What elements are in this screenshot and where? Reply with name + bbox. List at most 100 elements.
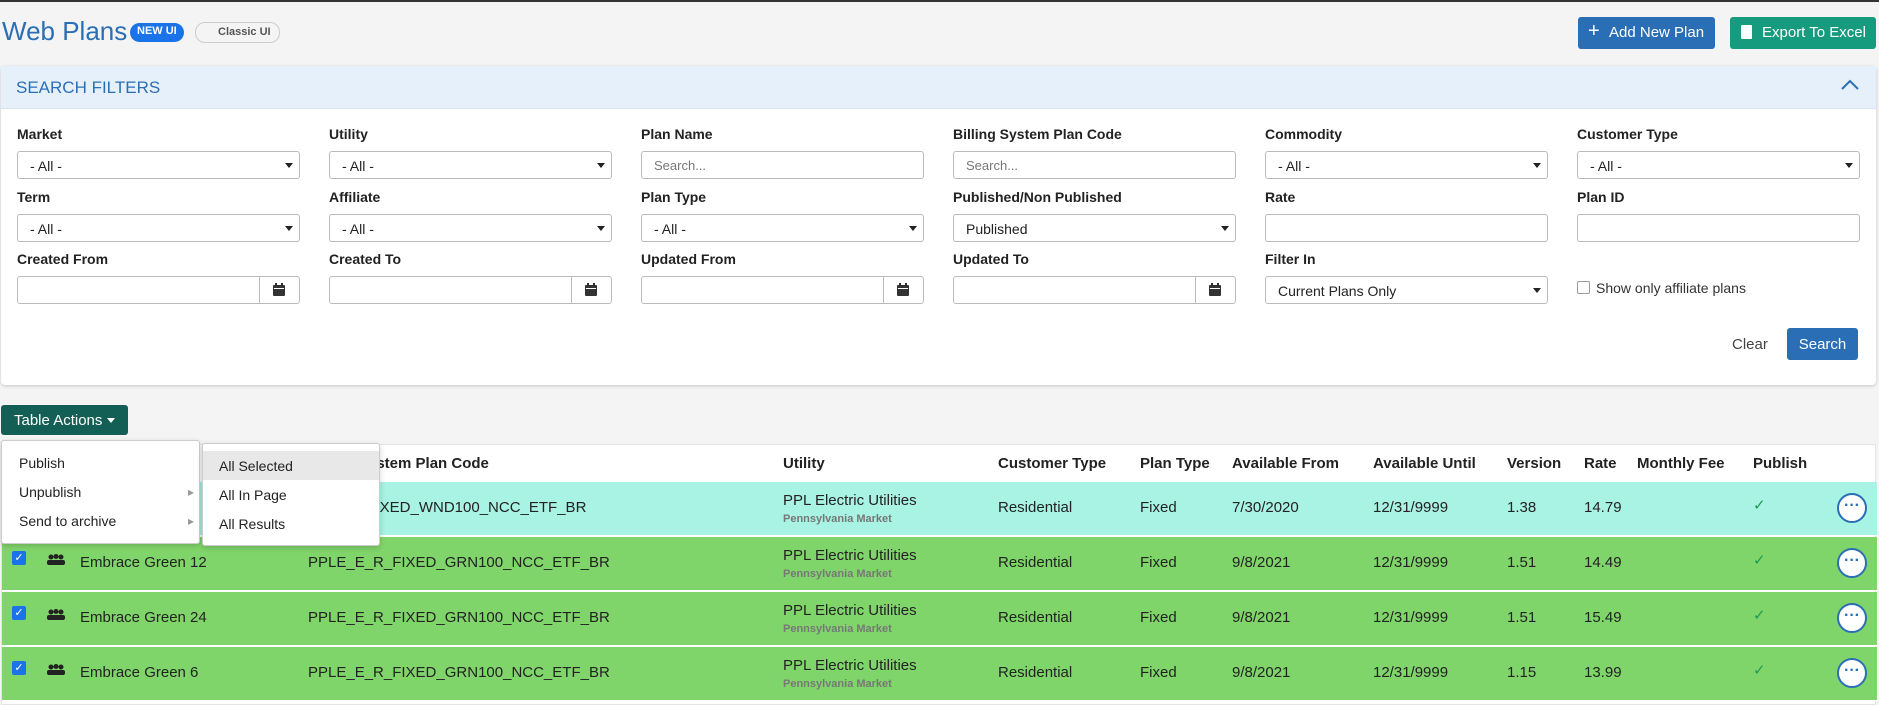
row-menu-button[interactable]: ···	[1837, 548, 1867, 578]
rate: 14.49	[1584, 554, 1622, 571]
plan-code: PPLE_E_R_FIXED_GRN100_NCC_ETF_BR	[308, 609, 610, 626]
version: 1.51	[1507, 554, 1537, 571]
select-caret	[1533, 163, 1541, 168]
submenu-item[interactable]: All Results	[219, 516, 286, 532]
date-divider	[259, 277, 260, 303]
filter-input[interactable]: - All -	[1265, 151, 1548, 179]
filter-label: Plan Type	[641, 189, 707, 205]
filter-label: Created To	[329, 251, 402, 267]
row-menu-button[interactable]: ···	[1837, 603, 1867, 633]
filter-input[interactable]	[641, 276, 924, 304]
submenu-item[interactable]: All Selected	[219, 458, 293, 474]
filter-label: Plan Name	[641, 126, 713, 142]
filter-value: - All -	[1590, 158, 1622, 174]
filter-input[interactable]: - All -	[17, 151, 300, 179]
available-from: 7/30/2020	[1232, 499, 1299, 516]
calendar-button[interactable]	[897, 283, 909, 296]
filter-input[interactable]: Search...	[953, 151, 1236, 179]
select-caret	[909, 226, 917, 231]
menu-item[interactable]: Unpublish	[19, 484, 82, 500]
filter-input[interactable]: - All -	[641, 214, 924, 242]
row-menu-button[interactable]: ···	[1837, 658, 1867, 688]
row-checkbox[interactable]: ✓	[12, 551, 26, 565]
filter-input[interactable]: Current Plans Only	[1265, 276, 1548, 304]
calendar-icon	[1209, 283, 1221, 296]
calendar-button[interactable]	[1209, 283, 1221, 296]
publish-check: ✓	[1753, 607, 1766, 624]
publish-check: ✓	[1753, 497, 1766, 514]
top-bar	[0, 0, 1879, 2]
filter-input[interactable]: - All -	[329, 214, 612, 242]
actions-submenu: All Selected All In Page All Results	[202, 443, 380, 546]
caret	[909, 226, 917, 231]
filter-input[interactable]: - All -	[17, 214, 300, 242]
caret	[597, 163, 605, 168]
plan-name: Embrace Green 6	[80, 664, 199, 681]
filter-value: - All -	[1278, 158, 1310, 174]
add-plan-button[interactable]: Add New Plan	[1578, 17, 1715, 49]
filter-value: Published	[966, 221, 1028, 237]
filter-input[interactable]	[1265, 214, 1548, 242]
row-checkbox[interactable]: ✓	[12, 661, 26, 675]
affiliate-checkbox[interactable]	[1577, 281, 1590, 294]
filter-label: Term	[17, 189, 51, 205]
plan-type: Fixed	[1140, 609, 1177, 626]
filter-input[interactable]: Search...	[641, 151, 924, 179]
available-from: 9/8/2021	[1232, 609, 1291, 626]
filter-input[interactable]: - All -	[329, 151, 612, 179]
publish-check: ✓	[1753, 662, 1766, 679]
row-checkbox[interactable]: ✓	[12, 606, 26, 620]
plan-type: Fixed	[1140, 499, 1177, 516]
filter-input[interactable]	[1577, 214, 1860, 242]
row-menu-button[interactable]: ···	[1837, 493, 1867, 523]
select-caret	[597, 226, 605, 231]
plan-code: PPLE_E_R_FIXED_GRN100_NCC_ETF_BR	[308, 554, 610, 571]
filter-label: Utility	[329, 126, 368, 142]
actions-menu: Publish Unpublish ▸ Send to archive ▸	[1, 440, 200, 544]
submenu-item[interactable]: All In Page	[219, 487, 287, 503]
table-actions-button[interactable]: Table Actions	[1, 405, 128, 435]
filter-label: Filter In	[1265, 251, 1316, 267]
new-ui-badge: NEW UI	[130, 23, 184, 42]
collapse-icon[interactable]	[1841, 78, 1859, 96]
available-until: 12/31/9999	[1373, 499, 1449, 516]
filter-label: Updated To	[953, 251, 1029, 267]
utility: PPL Electric Utilities	[783, 657, 917, 674]
export-button[interactable]: Export To Excel	[1730, 17, 1876, 49]
submenu-highlight	[203, 451, 379, 480]
calendar-button[interactable]	[585, 283, 597, 296]
filter-label: Customer Type	[1577, 126, 1678, 142]
date-divider	[1195, 277, 1196, 303]
rate: 13.99	[1584, 664, 1622, 681]
filter-input[interactable]	[953, 276, 1236, 304]
column-header: Monthly Fee	[1637, 455, 1725, 472]
clear-button[interactable]: Clear	[1732, 336, 1768, 353]
market: Pennsylvania Market	[783, 678, 892, 690]
filter-input[interactable]	[329, 276, 612, 304]
caret	[1845, 163, 1853, 168]
affiliate-icon	[47, 609, 65, 620]
caret	[1533, 163, 1541, 168]
filter-label: Market	[17, 126, 63, 142]
search-button[interactable]: Search	[1787, 328, 1858, 360]
table-row: ✓ Embrace Green 12 PPLE_E_R_FIXED_GRN100_N…	[2, 537, 1877, 591]
table-row: ✓ Embrace Green 6 PPLE_E_R_FIXED_GRN100_NC…	[2, 647, 1877, 701]
caret	[1221, 226, 1229, 231]
menu-item[interactable]: Publish	[19, 455, 65, 471]
market: Pennsylvania Market	[783, 513, 892, 525]
menu-item[interactable]: Send to archive	[19, 513, 117, 529]
filter-input[interactable]: - All -	[1577, 151, 1860, 179]
select-caret	[1845, 163, 1853, 168]
version: 1.51	[1507, 609, 1537, 626]
calendar-button[interactable]	[273, 283, 285, 296]
utility: PPL Electric Utilities	[783, 547, 917, 564]
column-header: Available From	[1232, 455, 1339, 472]
market: Pennsylvania Market	[783, 568, 892, 580]
filter-input[interactable]	[17, 276, 300, 304]
filter-input[interactable]: Published	[953, 214, 1236, 242]
affiliate-label: Show only affiliate plans	[1596, 280, 1746, 296]
classic-ui-badge[interactable]: Classic UI	[195, 22, 280, 43]
market: Pennsylvania Market	[783, 623, 892, 635]
caret	[1533, 288, 1541, 293]
filter-header	[1, 66, 1876, 109]
